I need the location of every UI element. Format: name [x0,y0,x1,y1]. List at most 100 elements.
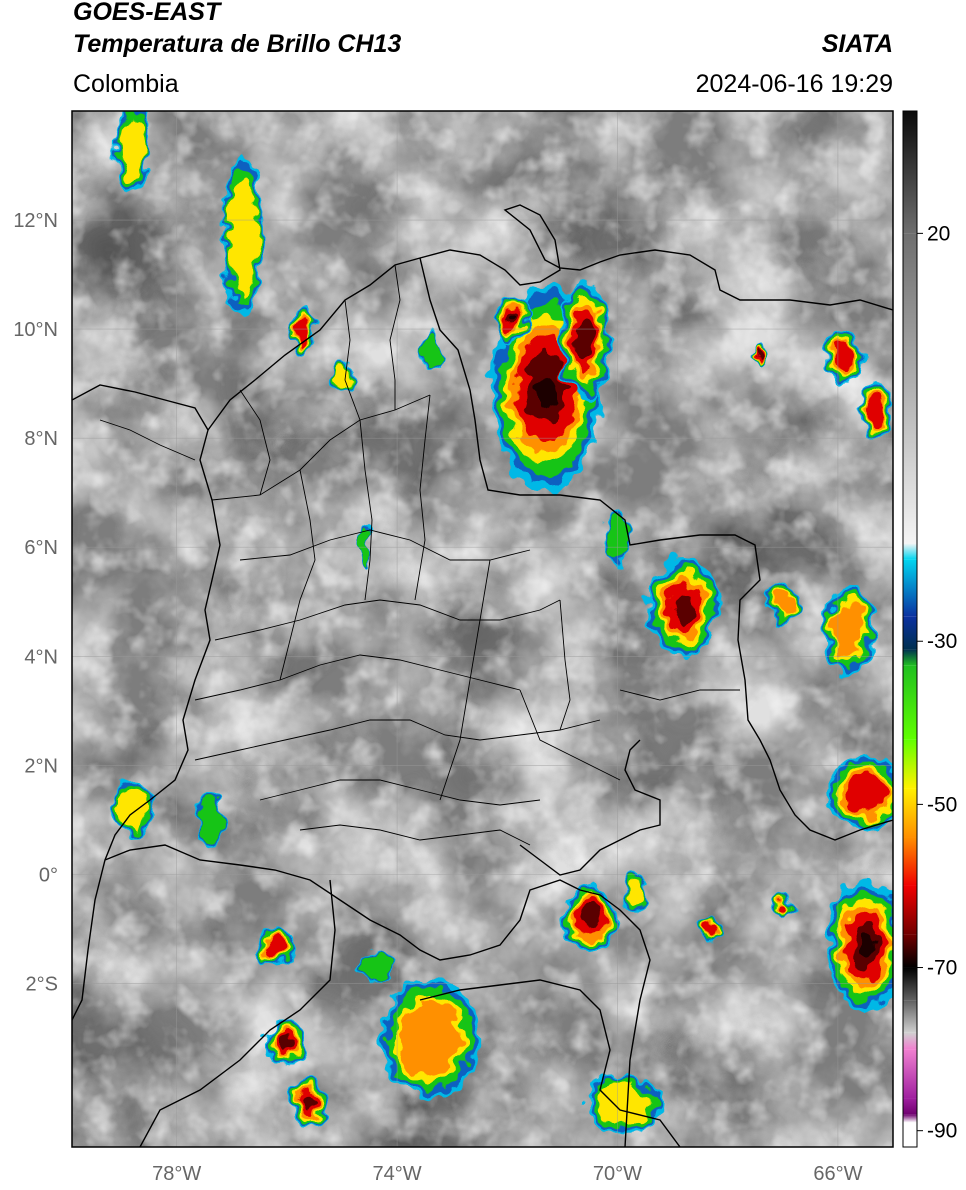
colorbar-segment [903,1122,917,1147]
storm-ring [624,876,644,905]
storm-ring [297,320,310,349]
boundaries [72,204,893,1147]
lat-tick-label: 12°N [13,210,58,232]
storm-cell [766,582,800,621]
organization-label: SIATA [821,30,893,58]
longitude-labels: 78°W 74°W 70°W 66°W [152,1163,862,1185]
colombia-brazil-border [519,739,661,876]
storm-cell [771,896,794,918]
storm-ring [279,1035,295,1051]
storm-ring [595,1081,651,1125]
colorbar-segment [903,1114,917,1123]
storm-cell [223,154,263,319]
colorbar-tick-label: -50 [927,793,957,816]
lat-tick-label: 2°S [26,973,58,995]
lat-tick-label: 6°N [24,537,58,559]
colorbar-segment [903,665,917,740]
department-boundaries [99,264,740,846]
storm-ring [777,901,789,913]
colorbar-segment [903,967,917,1001]
storm-cell [110,781,155,837]
storm-ring [858,933,873,958]
storm-ring [845,772,886,813]
product-title: Temperatura de Brillo CH13 [73,30,402,58]
colorbar-frame [902,110,918,1148]
storm-cell [562,885,618,951]
colorbar-tick-label: -30 [927,630,957,653]
storm-cell [419,329,442,373]
colorbar-tick-label: 20 [927,222,950,245]
storm-ring [420,332,440,370]
lon-tick-label: 70°W [593,1163,642,1185]
colorbar: 20 -30 -50 -70 -90 [902,110,957,1148]
storm-ring [758,352,763,361]
colorbar-segment [903,885,917,935]
storm-ring [361,953,390,981]
lon-tick-label: 74°W [373,1163,422,1185]
storm-cell [328,364,356,392]
region-label: Colombia [73,70,179,98]
storm-ring [509,314,517,323]
storm-ring [198,796,222,844]
storm-ring [576,319,593,361]
colombia-venezuela-border [419,257,893,841]
colorbar-tick-label: -70 [927,957,957,980]
storm-cell [493,296,533,341]
colorbar-segment [903,1049,917,1099]
storm-cell [824,585,874,673]
colorbar-segment [903,649,917,666]
storm-cell [195,792,224,848]
storm-cell [559,280,610,400]
storm-ring [833,601,865,657]
storm-cell [358,950,392,984]
peru-brazil-border [419,979,681,1147]
caribbean-coastline [207,204,893,431]
storm-ring [580,906,600,930]
colorbar-segment [903,934,917,968]
storm-ring [867,396,886,426]
storm-ring [535,370,556,408]
colorbar-segment [903,1000,917,1033]
storm-cell [584,1073,662,1134]
map-background [72,111,893,1147]
storm-ring [772,589,794,614]
lon-tick-label: 66°W [813,1163,862,1185]
storm-ring [705,923,717,935]
storm-ring [332,368,352,388]
lat-tick-label: 2°N [24,755,58,777]
colorbar-segment [903,1032,917,1050]
colorbar-segment [903,559,917,617]
storm-cell [289,1078,329,1128]
storm-ring [228,177,257,296]
satellite-title: GOES-EAST [73,0,221,26]
colorbar-segment [903,233,917,544]
colorbar-segment [903,616,917,650]
storm-cell [292,307,315,362]
colorbar-segment [903,837,917,886]
colorbar-segment [903,739,917,789]
storm-ring [399,1000,461,1076]
map-frame [71,110,894,1148]
storm-ring [671,590,696,624]
storm-ring [833,342,854,371]
storm-cell [755,345,767,368]
storm-cell [826,879,893,1011]
storm-cell [256,926,296,965]
storm-ring [265,935,286,956]
colorbar-segment [903,1098,917,1115]
storm-cell [116,111,150,193]
lat-tick-label: 10°N [13,319,58,341]
lat-tick-label: 0° [39,864,58,886]
storm-cell [824,329,863,384]
timestamp-label: 2024-06-16 19:29 [695,70,893,98]
storm-cell [700,917,723,940]
colorbar-segment [903,543,917,560]
latitude-labels: 12°N 10°N 8°N 6°N 4°N 2°N 0° 2°S [13,210,58,995]
colorbar-segment [903,788,917,838]
graticule [72,111,893,1147]
storm-cell [380,977,480,1098]
storm-cells [110,111,893,1134]
storm-cell [859,383,893,439]
storm-ring [116,789,149,829]
